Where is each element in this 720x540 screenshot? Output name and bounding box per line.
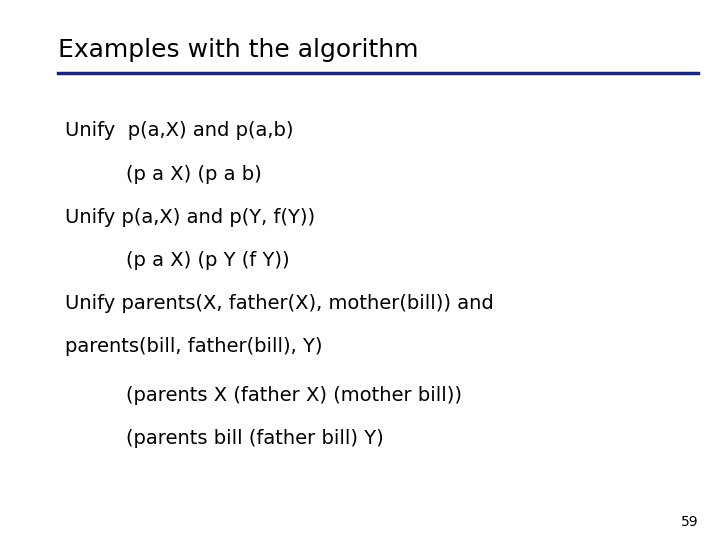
Text: Examples with the algorithm: Examples with the algorithm bbox=[58, 38, 418, 62]
Text: Unify p(a,X) and p(Y, f(Y)): Unify p(a,X) and p(Y, f(Y)) bbox=[65, 208, 315, 227]
Text: parents(bill, father(bill), Y): parents(bill, father(bill), Y) bbox=[65, 338, 323, 356]
Text: Unify  p(a,X) and p(a,b): Unify p(a,X) and p(a,b) bbox=[65, 122, 293, 140]
Text: (parents bill (father bill) Y): (parents bill (father bill) Y) bbox=[126, 429, 384, 448]
Text: 59: 59 bbox=[681, 515, 698, 529]
Text: Unify parents(X, father(X), mother(bill)) and: Unify parents(X, father(X), mother(bill)… bbox=[65, 294, 493, 313]
Text: (p a X) (p Y (f Y)): (p a X) (p Y (f Y)) bbox=[126, 251, 289, 270]
Text: (p a X) (p a b): (p a X) (p a b) bbox=[126, 165, 262, 184]
Text: (parents X (father X) (mother bill)): (parents X (father X) (mother bill)) bbox=[126, 386, 462, 405]
